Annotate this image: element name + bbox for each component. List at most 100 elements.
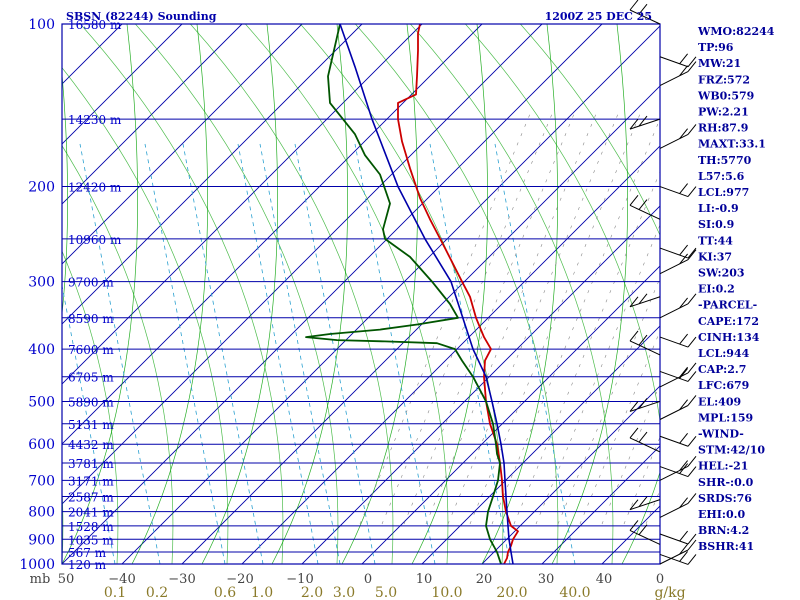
wind-barb-staff [629,296,661,308]
saturated-adiabat-hint [403,113,575,525]
wind-barb-staff [629,204,661,220]
wind-barb [659,244,697,259]
height-label: 3171 m [68,474,114,488]
wind-barb-staff [629,9,661,25]
temperature-tick-label: −10 [286,572,313,587]
wind-barb-staff [659,71,689,86]
dry-adiabat [62,70,68,317]
wind-barb-flag [629,330,639,342]
pressure-tick-label: 200 [28,180,55,196]
wind-barb-flag [687,186,697,197]
isotherm-line [62,24,363,325]
pressure-tick-label: 500 [28,394,55,410]
pressure-tick-label: 100 [28,17,55,33]
wind-barb-flag [629,296,639,308]
wind-barb-flag [679,530,688,542]
temperature-tick-label: −30 [168,572,195,587]
isotherm-line [361,265,660,564]
temperature-profile-line [397,24,519,564]
index-entry: LFC:679 [698,379,749,392]
wind-barb-flag [638,293,648,305]
wind-barb-staff [629,529,661,545]
temperature-tick-label: 50 [58,572,75,587]
wind-barb [629,115,661,130]
wind-barb-staff [629,340,661,356]
wind-barb-flag [679,65,688,77]
index-entry: -PARCEL- [698,299,757,312]
wind-barb-staff [659,372,689,388]
wind-barb-flag [687,466,697,477]
index-entry: SI:0.9 [698,218,734,231]
index-entry: MAXT:33.1 [698,138,766,151]
wind-barb-staff [659,405,689,420]
dry-adiabat [481,24,558,564]
wind-barb-flag [687,56,697,68]
mixing-ratio-label: g/kg [654,585,685,600]
wind-barb-staff [659,503,689,518]
saturated-adiabat-hint [491,118,660,525]
temperature-tick-label: 0 [364,572,372,587]
saturated-adiabat-hint [359,113,531,525]
wind-barb-staff [659,56,689,68]
index-entry: EHI:0.0 [698,508,745,521]
height-label: 12420 m [68,181,122,195]
dry-adiabat [621,471,660,564]
wind-barb-flag [679,366,688,378]
saturated-adiabat-hint [425,113,597,525]
wind-barb [659,539,697,565]
mixing-ratio-label: 2.0 [301,585,323,600]
isotherm-line [181,85,660,564]
pressure-tick-label: 600 [28,437,55,453]
isotherm-line [241,145,660,564]
wind-barb-staff [659,553,689,565]
temperature-tick-label: 0 [656,572,664,587]
wind-barb-flag [638,431,648,443]
wind-barb-flag [679,244,688,256]
index-entry: LCL:977 [698,186,749,199]
wind-barb-flag [679,128,688,139]
index-entry: TH:5770 [698,154,752,167]
height-label: 9700 m [68,276,114,290]
wind-barb-flag [629,195,639,206]
index-entry: CINH:134 [698,331,760,344]
wind-barb-flag [629,427,639,439]
index-entry: -WIND- [698,428,744,441]
wind-barb-staff [659,247,689,259]
wind-barb-flag [679,551,688,562]
height-label: 10960 m [68,233,122,247]
wind-barb-staff [659,336,689,348]
index-entry: FRZ:572 [698,73,750,86]
wind-barb [629,427,661,453]
index-entry: EL:409 [698,395,741,408]
wind-barb [659,124,697,149]
wind-barb [659,183,697,198]
station-title: SBSN (82244) Sounding [66,10,217,23]
dewpoint-profile-line [305,24,502,564]
index-entry: MPL:159 [698,411,753,424]
wind-barb [659,432,697,447]
wind-barb-staff [629,499,661,511]
index-entry: LCL:944 [698,347,750,360]
height-label: 1528 m [68,520,114,534]
wind-barb-staff [659,133,689,149]
pressure-tick-label: 700 [28,473,55,489]
wind-barb [659,53,697,68]
temperature-tick-label: 10 [416,572,433,587]
wind-barb-staff [659,533,689,545]
wind-barb-flag [679,183,688,194]
mixing-ratio-label: 0.1 [104,585,126,600]
isotherm-line [62,24,243,205]
wind-barb-flag [679,399,688,411]
wind-barb-flag [687,554,697,565]
wind-barb [659,293,697,319]
wind-barb-flag [679,297,688,309]
temperature-tick-label: 40 [596,572,613,587]
dry-adiabat [62,24,138,564]
index-entry: L57:5.6 [698,170,745,183]
isotherm-line [62,24,183,145]
isotherm-line [62,24,483,445]
isotherm-line [301,205,660,564]
index-entry: CAPE:172 [698,315,759,328]
wind-barb-flag [629,499,639,510]
height-label: 1035 m [68,533,114,547]
